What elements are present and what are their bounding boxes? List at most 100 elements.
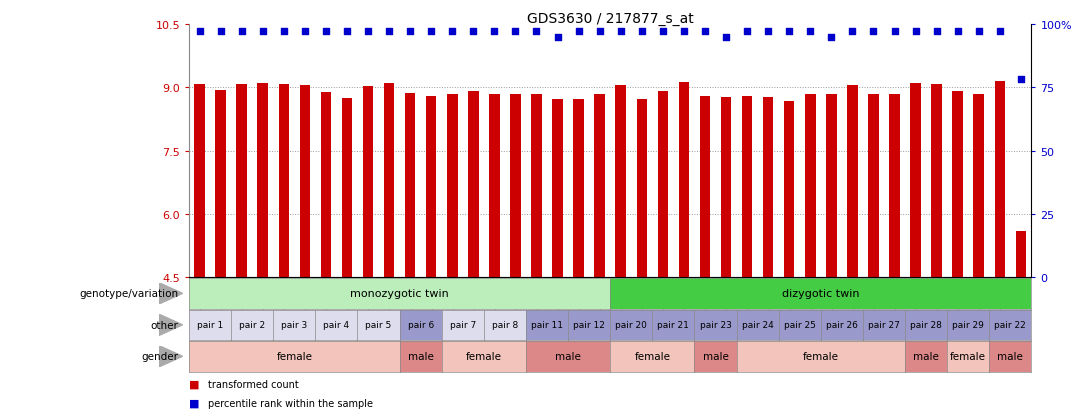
- Point: [275, 29, 293, 36]
- Point: [402, 29, 419, 36]
- Text: pair 25: pair 25: [784, 320, 815, 330]
- Text: pair 23: pair 23: [700, 320, 731, 330]
- Bar: [762, 97, 773, 278]
- Bar: [847, 86, 858, 278]
- Text: ■: ■: [189, 398, 200, 408]
- Bar: [383, 84, 394, 278]
- Text: pair 28: pair 28: [910, 320, 942, 330]
- Bar: [426, 96, 436, 278]
- Text: dizygotic twin: dizygotic twin: [782, 289, 860, 299]
- Point: [528, 29, 545, 36]
- Point: [739, 29, 756, 36]
- Point: [486, 29, 503, 36]
- Point: [675, 29, 692, 36]
- Bar: [826, 95, 837, 278]
- Text: pair 27: pair 27: [868, 320, 900, 330]
- Polygon shape: [159, 283, 183, 304]
- Text: other: other: [150, 320, 178, 330]
- Point: [591, 29, 608, 36]
- Text: male: male: [408, 351, 433, 361]
- Bar: [973, 94, 984, 278]
- Point: [380, 29, 397, 36]
- Text: pair 22: pair 22: [995, 320, 1026, 330]
- Point: [907, 29, 924, 36]
- Text: transformed count: transformed count: [208, 379, 299, 389]
- Point: [191, 29, 208, 36]
- Text: monozygotic twin: monozygotic twin: [350, 289, 449, 299]
- Point: [318, 29, 335, 36]
- Text: pair 8: pair 8: [491, 320, 518, 330]
- Text: female: female: [276, 351, 312, 361]
- Point: [233, 29, 251, 36]
- Point: [970, 29, 987, 36]
- Point: [781, 29, 798, 36]
- Polygon shape: [159, 346, 183, 367]
- Point: [549, 35, 566, 42]
- Bar: [321, 93, 332, 278]
- Bar: [237, 85, 247, 278]
- Text: pair 29: pair 29: [953, 320, 984, 330]
- Text: pair 6: pair 6: [407, 320, 434, 330]
- Bar: [573, 100, 584, 278]
- Text: pair 2: pair 2: [239, 320, 266, 330]
- Bar: [468, 92, 478, 278]
- Bar: [1015, 231, 1026, 278]
- Polygon shape: [159, 314, 183, 336]
- Point: [633, 29, 650, 36]
- Point: [801, 29, 819, 36]
- Bar: [489, 94, 500, 278]
- Text: female: female: [950, 351, 986, 361]
- Text: pair 26: pair 26: [826, 320, 858, 330]
- Text: male: male: [998, 351, 1023, 361]
- Point: [507, 29, 524, 36]
- Bar: [363, 87, 374, 278]
- Text: female: female: [802, 351, 839, 361]
- Text: pair 4: pair 4: [323, 320, 350, 330]
- Point: [843, 29, 861, 36]
- Text: pair 11: pair 11: [531, 320, 563, 330]
- Point: [444, 29, 461, 36]
- Point: [717, 35, 734, 42]
- Bar: [405, 93, 416, 278]
- Bar: [531, 94, 542, 278]
- Bar: [889, 95, 900, 278]
- Point: [949, 29, 967, 36]
- Text: male: male: [703, 351, 728, 361]
- Point: [654, 29, 672, 36]
- Bar: [194, 85, 205, 278]
- Point: [464, 29, 482, 36]
- Bar: [953, 92, 963, 278]
- Bar: [931, 85, 942, 278]
- Bar: [510, 94, 521, 278]
- Text: female: female: [465, 351, 502, 361]
- Point: [612, 29, 630, 36]
- Point: [1012, 76, 1029, 83]
- Point: [360, 29, 377, 36]
- Text: male: male: [555, 351, 581, 361]
- Text: genotype/variation: genotype/variation: [79, 289, 178, 299]
- Bar: [447, 94, 458, 278]
- Text: gender: gender: [141, 351, 178, 361]
- Bar: [279, 85, 289, 278]
- Point: [212, 29, 229, 36]
- Bar: [720, 98, 731, 278]
- Bar: [678, 83, 689, 278]
- Bar: [552, 100, 563, 278]
- Point: [823, 35, 840, 42]
- Bar: [700, 97, 711, 278]
- Bar: [616, 85, 626, 278]
- Text: pair 1: pair 1: [197, 320, 224, 330]
- Point: [865, 29, 882, 36]
- Point: [697, 29, 714, 36]
- Text: pair 12: pair 12: [573, 320, 605, 330]
- Point: [570, 29, 588, 36]
- Bar: [742, 96, 753, 278]
- Text: pair 21: pair 21: [658, 320, 689, 330]
- Point: [296, 29, 313, 36]
- Text: male: male: [914, 351, 939, 361]
- Bar: [594, 94, 605, 278]
- Bar: [636, 100, 647, 278]
- Text: percentile rank within the sample: percentile rank within the sample: [208, 398, 374, 408]
- Point: [422, 29, 440, 36]
- Text: pair 20: pair 20: [616, 320, 647, 330]
